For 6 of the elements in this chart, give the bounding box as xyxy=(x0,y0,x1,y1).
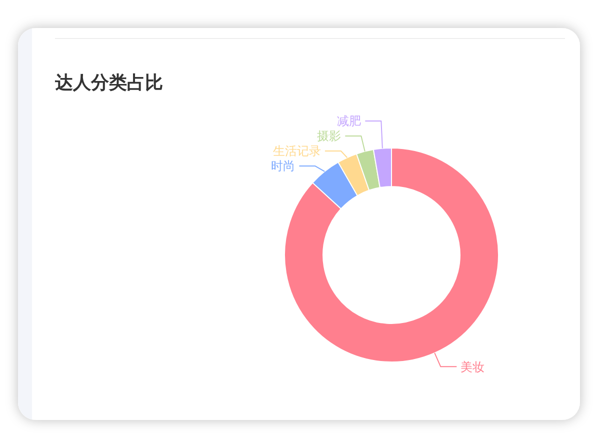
slice-label: 时尚 xyxy=(271,159,296,174)
text: 达人分类占比 xyxy=(54,72,163,94)
slice-label: 生活记录 xyxy=(272,144,321,158)
slice-label: 减肥 xyxy=(337,114,362,128)
slice-label: 摄影 xyxy=(317,129,342,144)
slice-label: 美妆 xyxy=(460,360,485,374)
